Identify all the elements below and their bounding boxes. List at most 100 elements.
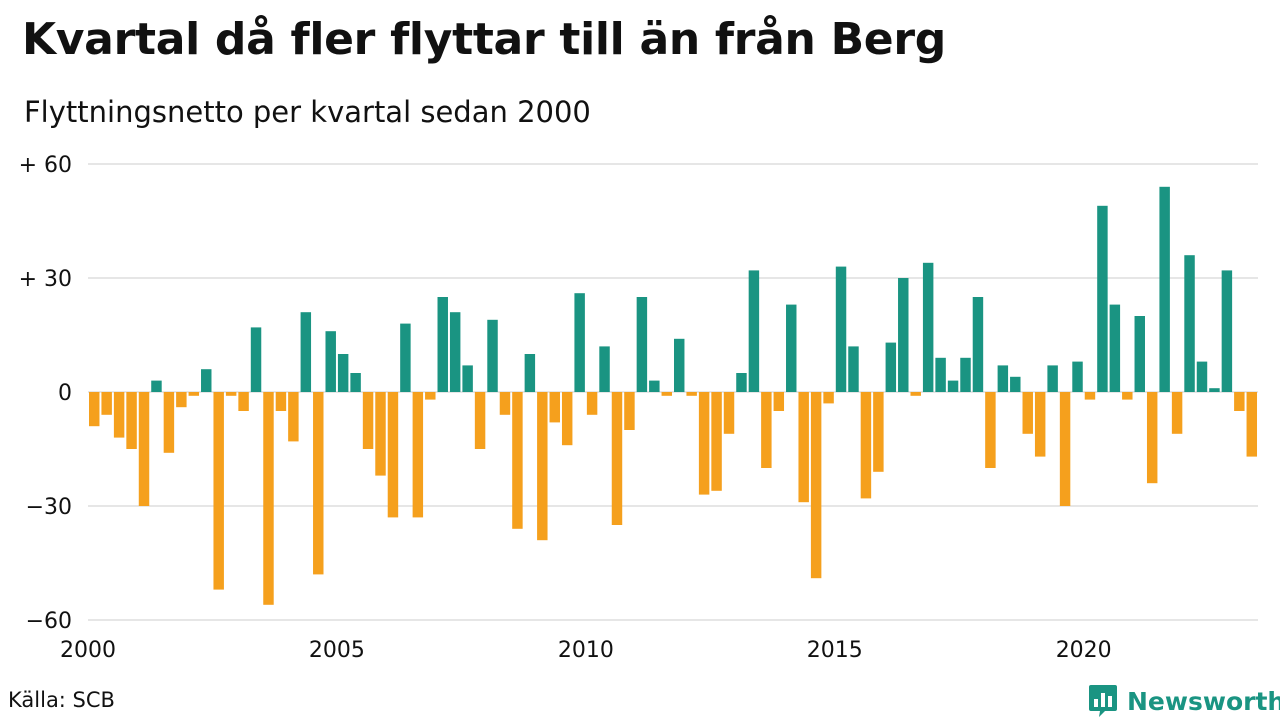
x-tick-label: 2020	[1056, 638, 1112, 663]
bar	[225, 392, 237, 396]
bar	[350, 373, 361, 392]
bar	[1171, 392, 1183, 434]
y-tick-label: −60	[26, 609, 72, 634]
bar	[362, 392, 374, 449]
bar	[910, 392, 921, 396]
y-tick-label: 0	[58, 381, 72, 406]
bar	[449, 312, 461, 392]
chart-title: Kvartal då fler flyttar till än från Ber…	[22, 14, 946, 65]
y-tick-label: + 60	[19, 153, 72, 178]
bar	[711, 392, 722, 491]
bar	[474, 392, 486, 449]
bar	[138, 392, 150, 506]
bar	[1122, 392, 1133, 400]
bar	[1134, 316, 1145, 392]
bar	[860, 392, 872, 499]
bar	[898, 278, 909, 392]
bar	[835, 266, 847, 392]
bar	[1209, 388, 1220, 392]
bar	[611, 392, 623, 525]
bar	[922, 262, 934, 392]
bar	[1022, 392, 1033, 434]
bar	[437, 297, 448, 392]
y-tick-label: −30	[26, 495, 72, 520]
bar	[300, 312, 312, 392]
bar	[238, 392, 249, 411]
bar	[549, 392, 560, 423]
bar	[1146, 392, 1158, 484]
bar	[761, 392, 772, 468]
y-tick-label: + 30	[19, 267, 72, 292]
y-axis-ticks: + 60 + 30 0 −30 −60	[19, 153, 72, 634]
bar	[1246, 392, 1258, 457]
bar	[574, 293, 585, 392]
bar	[89, 392, 100, 427]
bar	[736, 373, 747, 392]
bar	[1234, 392, 1245, 411]
x-axis-ticks: 2000 2005 2010 2015 2020	[60, 638, 1112, 663]
bar	[425, 392, 436, 400]
bar	[288, 392, 299, 442]
bar	[1109, 304, 1121, 392]
bar	[1221, 270, 1233, 392]
bar	[163, 392, 175, 453]
bar	[661, 392, 673, 396]
bar	[810, 392, 822, 579]
bar	[1059, 392, 1071, 506]
bar	[599, 346, 610, 392]
bar	[462, 365, 473, 392]
bar	[773, 392, 785, 411]
bar	[997, 365, 1009, 392]
bar	[250, 327, 262, 392]
bar	[313, 392, 324, 575]
bar	[213, 392, 224, 590]
bar	[798, 392, 809, 503]
bar	[748, 270, 760, 392]
bar	[375, 392, 386, 476]
brand-logo[interactable]: Newsworthy	[1088, 684, 1280, 718]
x-tick-label: 2010	[558, 638, 614, 663]
bar	[935, 357, 946, 392]
bar	[1047, 365, 1058, 392]
bar	[387, 392, 399, 518]
source-label: Källa: SCB	[8, 688, 115, 712]
bar	[176, 392, 187, 408]
bar	[985, 392, 996, 468]
bar	[1196, 361, 1208, 392]
bar	[723, 392, 735, 434]
bar	[1097, 205, 1108, 392]
bar	[126, 392, 137, 449]
bar	[325, 331, 336, 392]
bar	[188, 392, 200, 396]
bar	[263, 392, 274, 605]
bar	[1159, 186, 1170, 392]
bar	[873, 392, 884, 472]
bar	[823, 392, 834, 404]
bar	[561, 392, 573, 446]
bar	[1034, 392, 1046, 457]
bar	[885, 342, 897, 392]
bar	[151, 380, 162, 392]
bar	[686, 392, 697, 396]
bar	[412, 392, 424, 518]
bar	[786, 304, 797, 392]
bar	[275, 392, 287, 411]
bar	[337, 354, 349, 392]
bar	[698, 392, 710, 495]
bar	[649, 380, 660, 392]
bar	[947, 380, 959, 392]
bar	[636, 297, 648, 392]
bar	[624, 392, 635, 430]
x-tick-label: 2000	[60, 638, 116, 663]
bar-chart-speech-bubble-icon	[1089, 685, 1117, 717]
brand-name: Newsworthy	[1127, 686, 1280, 716]
bar	[960, 357, 971, 392]
bar	[101, 392, 112, 415]
bar	[524, 354, 536, 392]
bars	[89, 186, 1258, 605]
bar	[586, 392, 598, 415]
bar	[113, 392, 125, 438]
bar	[499, 392, 511, 415]
bar	[537, 392, 548, 541]
